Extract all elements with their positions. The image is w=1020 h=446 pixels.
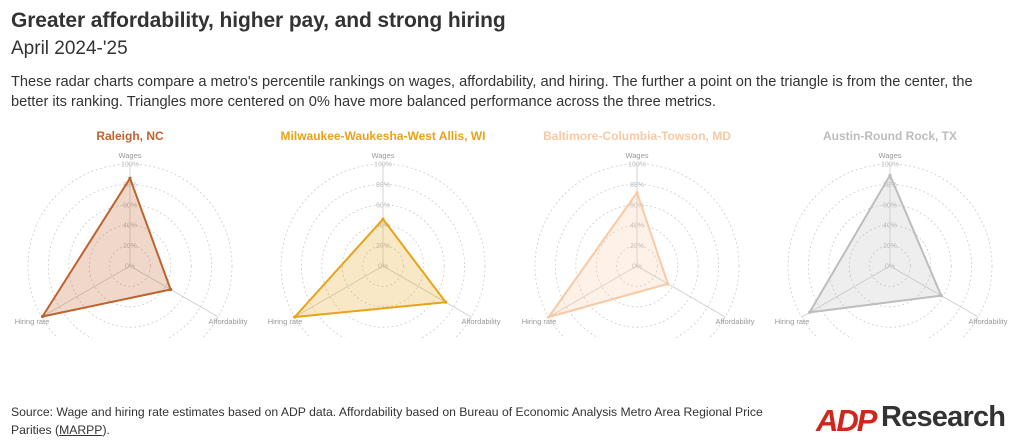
page-title: Greater affordability, higher pay, and s… [11, 9, 506, 32]
radar-grid-ring [534, 163, 740, 338]
radar-tick-label: 40% [376, 223, 390, 230]
radar-axis-label: Wages [878, 151, 901, 160]
radar-grid-ring [595, 224, 679, 308]
radar-data-point [888, 173, 892, 177]
radar-tick-label: 0% [378, 264, 388, 271]
radar-axis-spoke [801, 265, 891, 318]
radar-data-polygon [808, 174, 943, 314]
radar-tick-label: 60% [123, 202, 137, 209]
radar-axis-label: Hiring rate [268, 317, 303, 326]
radar-tick-label: 60% [883, 202, 897, 209]
radar-tick-label: 100% [374, 162, 392, 169]
radar-axis-label: Wages [371, 151, 394, 160]
radar-axis-spoke [889, 265, 979, 318]
radar-axis-label: Affordability [968, 317, 1007, 326]
radar-axis-label: Hiring rate [775, 317, 810, 326]
radar-data-polygon [293, 218, 447, 318]
radar-data-polygon [41, 177, 172, 318]
marpp-link[interactable]: MARPP [59, 423, 103, 437]
radar-axis-spoke [636, 265, 726, 318]
research-wordmark: Research [881, 401, 1006, 433]
radar-tick-label: 100% [881, 162, 899, 169]
adp-research-logo: ADP Research [815, 399, 1015, 439]
radar-chart: Baltimore-Columbia-Towson, MD 0% 20% 40% 60%… [522, 129, 755, 338]
radar-data-point [40, 314, 45, 319]
radar-tick-label: 20% [630, 243, 644, 250]
radar-grid-ring [848, 224, 932, 308]
radar-grid-ring [27, 163, 233, 338]
source-note: Source: Wage and hiring rate estimates b… [11, 403, 801, 439]
radar-data-point [939, 293, 943, 298]
radar-chart: Milwaukee-Waukesha-West Allis, WI 0% 20% 40… [268, 129, 501, 338]
radar-tick-label: 20% [883, 243, 897, 250]
radar-chart: Raleigh, NC 0% 20% 40% 60% 80% 100% Wages Afford… [15, 129, 248, 338]
radar-data-point [444, 300, 448, 304]
radar-axis-spoke [129, 265, 219, 318]
radar-data-point [635, 190, 639, 195]
radar-grid-ring [280, 163, 486, 338]
chart-description: These radar charts compare a metro's per… [11, 74, 973, 110]
radar-grid-ring [321, 204, 445, 328]
radar-tick-label: 0% [885, 264, 895, 271]
radar-axis-spoke [382, 265, 472, 318]
radar-axis-label: Hiring rate [522, 317, 557, 326]
radar-tick-label: 80% [883, 182, 897, 189]
radar-axis-spoke [548, 265, 638, 318]
radar-chart-title: Raleigh, NC [96, 129, 164, 143]
radar-charts-row: Raleigh, NC 0% 20% 40% 60% 80% 100% Wages Afford… [0, 118, 1020, 338]
radar-tick-label: 100% [121, 162, 139, 169]
radar-axis-label: Affordability [461, 317, 500, 326]
radar-data-point [169, 287, 173, 292]
radar-grid-ring [828, 204, 952, 328]
radar-data-polygon [547, 191, 669, 318]
radar-data-point [547, 315, 551, 319]
radar-chart-title: Austin-Round Rock, TX [823, 129, 957, 143]
radar-axis-label: Wages [625, 151, 648, 160]
radar-tick-label: 0% [632, 264, 642, 271]
radar-tick-label: 20% [123, 243, 137, 250]
radar-tick-label: 80% [123, 182, 137, 189]
radar-axis-spoke [294, 265, 384, 318]
radar-axis-label: Wages [118, 151, 141, 160]
radar-axis-label: Affordability [208, 317, 247, 326]
radar-data-point [381, 217, 385, 221]
radar-axis-label: Affordability [715, 317, 754, 326]
adp-logo-text: ADP [815, 403, 878, 436]
radar-axis-spoke [41, 265, 131, 318]
radar-chart: Austin-Round Rock, TX 0% 20% 40% 60% 80% 100% W… [775, 129, 1008, 338]
radar-tick-label: 20% [376, 243, 390, 250]
radar-chart-title: Milwaukee-Waukesha-West Allis, WI [281, 129, 486, 143]
source-text-end: ). [102, 423, 110, 437]
radar-grid-ring [787, 163, 993, 338]
radar-tick-label: 60% [630, 202, 644, 209]
radar-data-point [666, 282, 670, 286]
radar-tick-label: 40% [123, 223, 137, 230]
radar-tick-label: 80% [376, 182, 390, 189]
radar-charts-svg: Raleigh, NC 0% 20% 40% 60% 80% 100% Wages Afford… [15, 129, 1008, 338]
radar-grid-ring [88, 224, 172, 308]
radar-tick-label: 40% [630, 223, 644, 230]
radar-grid-ring [341, 224, 425, 308]
source-text: Source: Wage and hiring rate estimates b… [11, 405, 763, 437]
radar-data-point [293, 315, 297, 319]
radar-tick-label: 40% [883, 223, 897, 230]
page-subtitle: April 2024-'25 [11, 38, 128, 59]
radar-tick-label: 100% [628, 162, 646, 169]
adp-logo-mark: ADP [815, 403, 879, 436]
radar-data-point [808, 310, 812, 315]
radar-grid-ring [575, 204, 699, 328]
radar-chart-title: Baltimore-Columbia-Towson, MD [543, 129, 731, 143]
radar-grid-ring [68, 204, 192, 328]
radar-data-point [128, 176, 132, 180]
radar-tick-label: 60% [376, 202, 390, 209]
radar-tick-label: 80% [630, 182, 644, 189]
radar-tick-label: 0% [125, 264, 135, 271]
radar-axis-label: Hiring rate [15, 317, 50, 326]
